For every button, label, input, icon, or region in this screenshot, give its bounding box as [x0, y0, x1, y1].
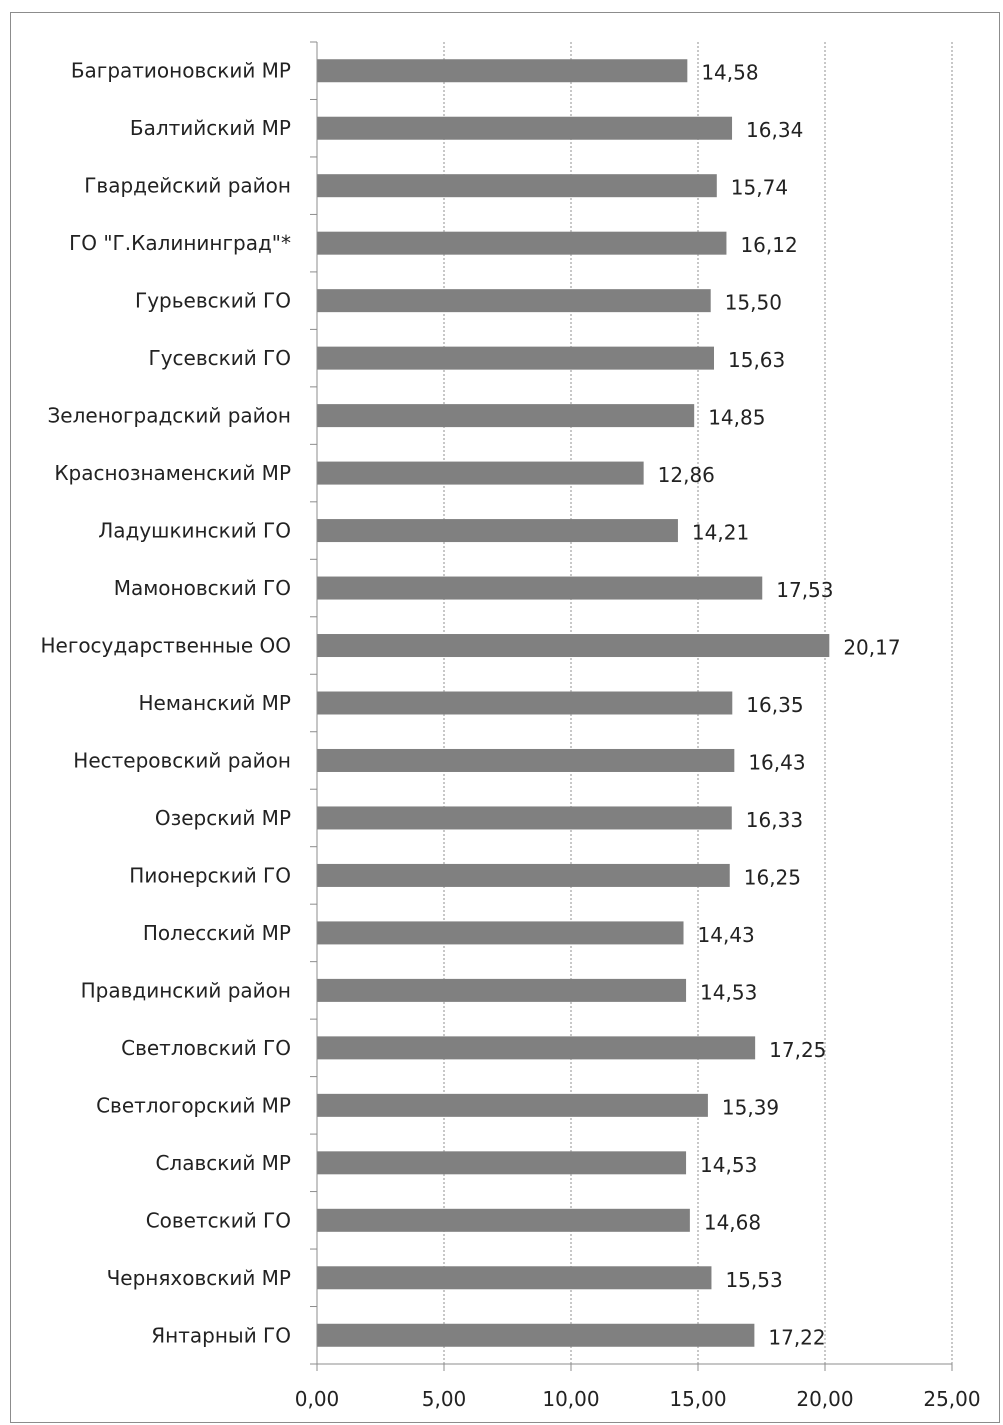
category-label: Советский ГО: [146, 1208, 291, 1232]
category-label: Янтарный ГО: [151, 1323, 291, 1347]
bar: [317, 691, 733, 715]
value-label: 15,50: [725, 291, 782, 315]
category-label: Славский МР: [155, 1151, 291, 1175]
bar: [317, 634, 830, 658]
bar: [317, 748, 735, 772]
bar: [317, 863, 730, 887]
bar: [317, 1323, 755, 1347]
category-label: Негосударственные ОО: [40, 634, 291, 658]
bar: [317, 1036, 756, 1060]
value-label: 15,39: [722, 1095, 779, 1119]
value-label: 20,17: [843, 636, 900, 660]
axis-layer: [310, 41, 953, 1371]
bar: [317, 519, 678, 543]
bar: [317, 1266, 712, 1290]
bar: [317, 174, 717, 198]
value-label: 14,68: [704, 1210, 761, 1234]
category-label: Светлогорский МР: [96, 1093, 291, 1117]
bar: [317, 116, 733, 140]
category-label: Гурьевский ГО: [135, 289, 291, 313]
value-label: 16,12: [740, 233, 797, 257]
category-label: Мамоновский ГО: [114, 576, 291, 600]
value-label: 16,35: [746, 693, 803, 717]
value-label: 15,74: [731, 176, 788, 200]
bar: [317, 404, 695, 428]
category-label: Зеленоградский район: [47, 404, 291, 428]
category-label: Светловский ГО: [121, 1036, 291, 1060]
bar: [317, 978, 687, 1002]
value-label: 12,86: [658, 463, 715, 487]
bar: [317, 921, 684, 945]
value-label: 14,85: [708, 406, 765, 430]
value-label: 16,33: [746, 808, 803, 832]
bar-layer: [317, 59, 830, 1347]
value-label: 16,43: [748, 750, 805, 774]
bar: [317, 461, 644, 485]
bar: [317, 1208, 690, 1232]
x-tick-label: 0,00: [295, 1387, 340, 1411]
value-label: 17,53: [776, 578, 833, 602]
category-label: ГО "Г.Калининград"*: [69, 231, 291, 255]
x-tick-label: 20,00: [796, 1387, 853, 1411]
value-label: 14,58: [701, 61, 758, 85]
category-label: Полесский МР: [143, 921, 291, 945]
category-label: Краснознаменский МР: [54, 461, 291, 485]
category-label: Неманский МР: [138, 691, 291, 715]
x-tick-label: 10,00: [542, 1387, 599, 1411]
bar: [317, 576, 763, 600]
value-label: 14,21: [692, 521, 749, 545]
category-label: Правдинский район: [81, 978, 291, 1002]
value-label: 16,25: [744, 865, 801, 889]
bar: [317, 231, 727, 255]
x-tick-label: 25,00: [923, 1387, 980, 1411]
category-label: Гвардейский район: [84, 174, 291, 198]
value-labels: 14,58 16,34 15,74 16,12 15,50 15,63 14,85 12,86…: [658, 61, 901, 1350]
x-tick-labels: 0,00 5,00 10,00 15,00 20,00 25,00: [295, 1387, 981, 1411]
bar: [317, 1151, 687, 1175]
value-label: 14,43: [698, 923, 755, 947]
bar: [317, 289, 711, 313]
value-label: 15,53: [725, 1268, 782, 1292]
category-label: Багратионовский МР: [71, 59, 291, 83]
x-tick-label: 15,00: [669, 1387, 726, 1411]
value-label: 15,63: [728, 348, 785, 372]
category-label: Пионерский ГО: [129, 863, 291, 887]
category-label: Балтийский МР: [130, 116, 291, 140]
bar: [317, 59, 688, 83]
x-tick-label: 5,00: [422, 1387, 467, 1411]
value-label: 16,34: [746, 118, 803, 142]
bar: [317, 346, 715, 370]
category-label: Озерский МР: [155, 806, 291, 830]
category-label: Черняховский МР: [107, 1266, 291, 1290]
category-label: Гусевский ГО: [149, 346, 292, 370]
bar: [317, 1093, 708, 1117]
value-label: 14,53: [700, 1153, 757, 1177]
category-label: Ладушкинский ГО: [98, 519, 291, 543]
value-label: 14,53: [700, 980, 757, 1004]
value-label: 17,25: [769, 1038, 826, 1062]
value-label: 17,22: [768, 1325, 825, 1349]
category-labels: Багратионовский МР Балтийский МР Гвардейск…: [40, 59, 291, 1348]
category-label: Нестеровский район: [73, 748, 291, 772]
bar: [317, 806, 732, 830]
